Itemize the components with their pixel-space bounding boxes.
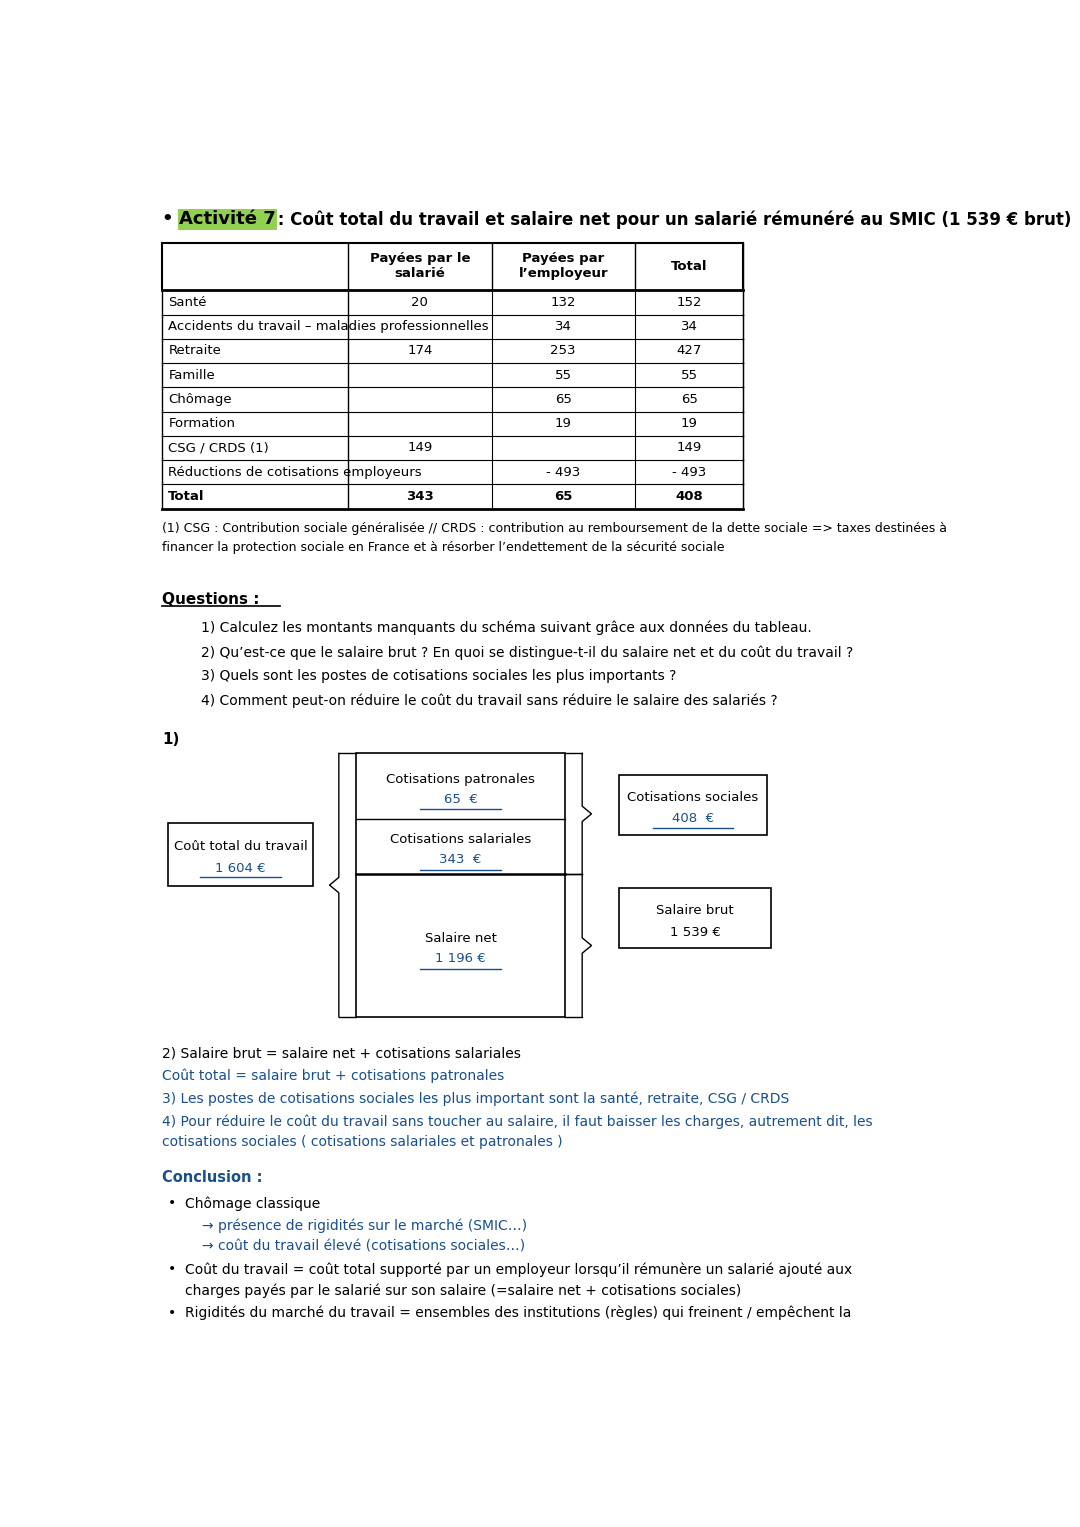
- Text: - 493: - 493: [546, 466, 580, 478]
- Text: 65: 65: [680, 392, 698, 406]
- Text: 152: 152: [676, 296, 702, 308]
- Text: 408: 408: [675, 490, 703, 502]
- Text: → coût du travail élevé (cotisations sociales…): → coût du travail élevé (cotisations soc…: [202, 1240, 526, 1254]
- Text: Coût total = salaire brut + cotisations patronales: Coût total = salaire brut + cotisations …: [162, 1069, 504, 1083]
- Text: 3) Quels sont les postes de cotisations sociales les plus importants ?: 3) Quels sont les postes de cotisations …: [201, 669, 676, 684]
- Text: cotisations sociales ( cotisations salariales et patronales ): cotisations sociales ( cotisations salar…: [162, 1136, 563, 1150]
- Text: Total: Total: [671, 260, 707, 273]
- Text: 253: 253: [551, 345, 576, 357]
- Text: Chômage: Chômage: [168, 392, 232, 406]
- Text: Cotisations patronales: Cotisations patronales: [386, 773, 535, 786]
- Text: 1) Calculez les montants manquants du schéma suivant grâce aux données du tablea: 1) Calculez les montants manquants du sc…: [201, 621, 812, 635]
- Text: charges payés par le salarié sur son salaire (=salaire net + cotisations sociale: charges payés par le salarié sur son sal…: [186, 1283, 742, 1298]
- Text: 2) Qu’est-ce que le salaire brut ? En quoi se distingue-t-il du salaire net et d: 2) Qu’est-ce que le salaire brut ? En qu…: [201, 646, 853, 660]
- Text: •: •: [162, 211, 180, 228]
- Text: Cotisations salariales: Cotisations salariales: [390, 834, 531, 846]
- Text: 1 604 €: 1 604 €: [215, 861, 266, 875]
- Text: Réductions de cotisations employeurs: Réductions de cotisations employeurs: [168, 466, 422, 478]
- Text: 343: 343: [406, 490, 434, 502]
- Text: Questions :: Questions :: [162, 592, 259, 606]
- Text: Chômage classique: Chômage classique: [186, 1196, 321, 1211]
- Text: 34: 34: [555, 321, 571, 333]
- Text: 427: 427: [676, 345, 702, 357]
- Text: - 493: - 493: [672, 466, 706, 478]
- Text: 55: 55: [555, 368, 571, 382]
- Text: 1 539 €: 1 539 €: [670, 925, 720, 939]
- Text: 55: 55: [680, 368, 698, 382]
- Text: 19: 19: [680, 417, 698, 431]
- Text: 65: 65: [554, 490, 572, 502]
- Text: Salaire brut: Salaire brut: [657, 904, 733, 918]
- Text: 174: 174: [407, 345, 432, 357]
- Text: (1) CSG : Contribution sociale généralisée // CRDS : contribution au rembourseme: (1) CSG : Contribution sociale généralis…: [162, 522, 947, 554]
- Text: 149: 149: [407, 441, 432, 455]
- Text: Payées par le
salarié: Payées par le salarié: [369, 252, 470, 281]
- Text: Coût du travail = coût total supporté par un employeur lorsqu’il rémunère un sal: Coût du travail = coût total supporté pa…: [186, 1261, 852, 1277]
- Text: Famille: Famille: [168, 368, 215, 382]
- Text: 65  €: 65 €: [444, 793, 477, 806]
- Text: Formation: Formation: [168, 417, 235, 431]
- Text: Payées par
l’employeur: Payées par l’employeur: [518, 252, 608, 281]
- Text: 343  €: 343 €: [440, 854, 482, 866]
- Text: Retraite: Retraite: [168, 345, 221, 357]
- Text: 34: 34: [680, 321, 698, 333]
- Text: Coût total du travail: Coût total du travail: [174, 840, 308, 854]
- Text: Activité 7: Activité 7: [179, 211, 275, 228]
- Text: 4) Pour réduire le coût du travail sans toucher au salaire, il faut baisser les : 4) Pour réduire le coût du travail sans …: [162, 1115, 873, 1128]
- Text: Conclusion :: Conclusion :: [162, 1170, 262, 1185]
- Text: Total: Total: [168, 490, 205, 502]
- Text: Rigidités du marché du travail = ensembles des institutions (règles) qui freinen: Rigidités du marché du travail = ensembl…: [186, 1306, 852, 1321]
- Text: 65: 65: [555, 392, 571, 406]
- Text: •: •: [168, 1261, 176, 1277]
- Text: Salaire net: Salaire net: [424, 931, 497, 945]
- Text: 4) Comment peut-on réduire le coût du travail sans réduire le salaire des salari: 4) Comment peut-on réduire le coût du tr…: [201, 693, 778, 709]
- Text: 408  €: 408 €: [672, 812, 714, 826]
- Text: 132: 132: [551, 296, 576, 308]
- Text: CSG / CRDS (1): CSG / CRDS (1): [168, 441, 269, 455]
- Text: 1 196 €: 1 196 €: [435, 953, 486, 965]
- Text: 1): 1): [162, 731, 179, 747]
- Text: 19: 19: [555, 417, 571, 431]
- Text: •: •: [168, 1196, 176, 1211]
- Text: 2) Salaire brut = salaire net + cotisations salariales: 2) Salaire brut = salaire net + cotisati…: [162, 1046, 521, 1060]
- Text: Accidents du travail – maladies professionnelles: Accidents du travail – maladies professi…: [168, 321, 489, 333]
- Text: Cotisations sociales: Cotisations sociales: [627, 791, 758, 803]
- Text: : Coût total du travail et salaire net pour un salarié rémunéré au SMIC (1 539 €: : Coût total du travail et salaire net p…: [272, 211, 1071, 229]
- Text: 149: 149: [676, 441, 702, 455]
- Text: Santé: Santé: [168, 296, 207, 308]
- Text: → présence de rigidités sur le marché (SMIC…): → présence de rigidités sur le marché (S…: [202, 1219, 527, 1232]
- Text: 3) Les postes de cotisations sociales les plus important sont la santé, retraite: 3) Les postes de cotisations sociales le…: [162, 1092, 789, 1106]
- Text: 20: 20: [411, 296, 429, 308]
- Text: •: •: [168, 1306, 176, 1319]
